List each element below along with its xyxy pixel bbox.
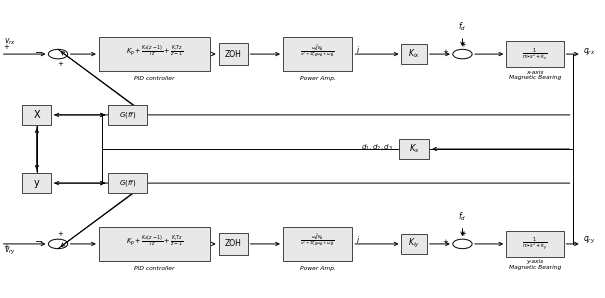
FancyBboxPatch shape	[22, 173, 51, 193]
Text: −: −	[36, 48, 44, 58]
Text: ZOH: ZOH	[224, 49, 241, 59]
Text: i: i	[356, 46, 359, 55]
Text: +: +	[4, 44, 10, 50]
FancyBboxPatch shape	[283, 227, 352, 261]
FancyBboxPatch shape	[108, 173, 147, 193]
Text: $G(ff)$: $G(ff)$	[119, 178, 136, 188]
Text: i: i	[356, 236, 359, 245]
FancyBboxPatch shape	[506, 41, 564, 67]
Text: +: +	[461, 231, 466, 238]
FancyBboxPatch shape	[99, 227, 211, 261]
Text: PID controller: PID controller	[134, 266, 175, 271]
Text: $K_p+\frac{K_d(z-1)}{Tz}+\frac{K_i Tz}{z-1}$: $K_p+\frac{K_d(z-1)}{Tz}+\frac{K_i Tz}{z…	[126, 233, 183, 249]
Text: +: +	[4, 244, 10, 250]
Text: $K_{ix}$: $K_{ix}$	[408, 48, 420, 60]
FancyBboxPatch shape	[506, 231, 564, 257]
Text: $\frac{\omega_A^{\,2}K_A}{s^2+2\zeta_A\omega_A+\omega_A^{\,2}}$: $\frac{\omega_A^{\,2}K_A}{s^2+2\zeta_A\o…	[300, 232, 335, 249]
Text: +: +	[57, 231, 63, 238]
Text: $f_d$: $f_d$	[459, 210, 466, 223]
Text: +: +	[461, 41, 466, 48]
Text: $\frac{1}{m{\bullet}s^2+k_y}$: $\frac{1}{m{\bullet}s^2+k_y}$	[522, 235, 548, 253]
Text: $q_{ry}$: $q_{ry}$	[583, 235, 596, 246]
Text: PID controller: PID controller	[134, 77, 175, 81]
Text: −: −	[36, 238, 44, 247]
Text: +: +	[442, 49, 448, 55]
Text: X: X	[34, 110, 40, 120]
Text: +: +	[442, 238, 448, 245]
FancyBboxPatch shape	[218, 233, 247, 255]
Text: x-axis
Magnetic Bearing: x-axis Magnetic Bearing	[509, 70, 561, 80]
Text: $K_{iy}$: $K_{iy}$	[408, 238, 420, 250]
FancyBboxPatch shape	[283, 37, 352, 71]
FancyBboxPatch shape	[99, 37, 211, 71]
Text: $G(ff)$: $G(ff)$	[119, 110, 136, 120]
Text: $\frac{\omega_A^{\,2}K_A}{s^2+2\zeta_A\omega_A+\omega_A^{\,2}}$: $\frac{\omega_A^{\,2}K_A}{s^2+2\zeta_A\o…	[300, 43, 335, 60]
Text: +: +	[57, 61, 63, 67]
FancyBboxPatch shape	[218, 43, 247, 65]
Text: ZOH: ZOH	[224, 239, 241, 249]
Text: $v_{rx}$: $v_{rx}$	[4, 37, 16, 47]
Text: Power Amp.: Power Amp.	[299, 77, 336, 81]
Text: $K_p+\frac{K_d(z-1)}{Tz}+\frac{K_i Tz}{z-1}$: $K_p+\frac{K_d(z-1)}{Tz}+\frac{K_i Tz}{z…	[126, 44, 183, 59]
Text: $v_{ry}$: $v_{ry}$	[4, 246, 16, 257]
Text: $\frac{1}{m{\bullet}s^2+k_x}$: $\frac{1}{m{\bullet}s^2+k_x}$	[522, 46, 548, 62]
Text: $K_s$: $K_s$	[409, 143, 419, 155]
FancyBboxPatch shape	[399, 139, 430, 159]
Text: $q_{rx}$: $q_{rx}$	[583, 46, 596, 57]
FancyBboxPatch shape	[402, 44, 427, 64]
Text: y-axis
Magnetic Bearing: y-axis Magnetic Bearing	[509, 260, 561, 270]
FancyBboxPatch shape	[108, 105, 147, 125]
Text: $f_d$: $f_d$	[459, 21, 466, 33]
Text: $d_1, d_2, d_3$: $d_1, d_2, d_3$	[361, 142, 393, 153]
Text: Power Amp.: Power Amp.	[299, 266, 336, 271]
FancyBboxPatch shape	[402, 234, 427, 254]
Text: y: y	[34, 178, 40, 188]
FancyBboxPatch shape	[22, 105, 51, 125]
